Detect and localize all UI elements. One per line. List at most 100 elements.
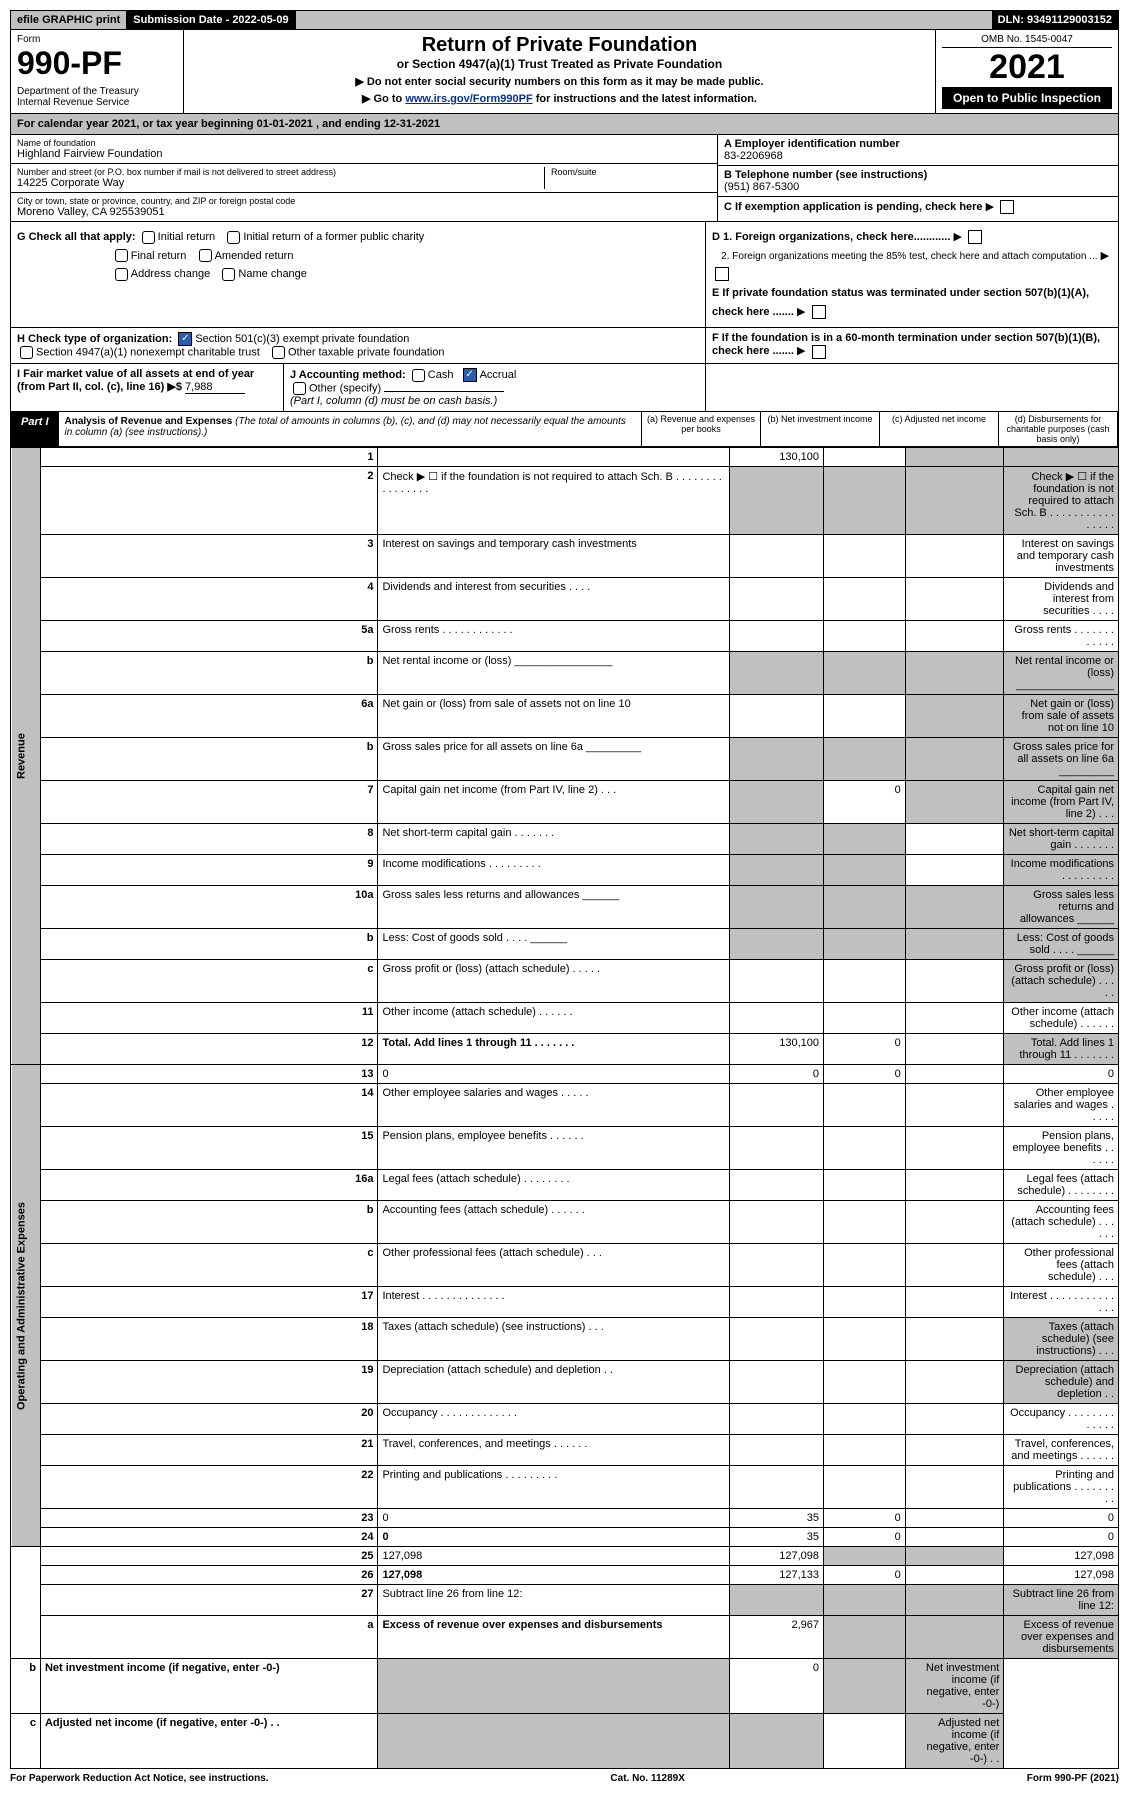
amt-c (905, 855, 1004, 886)
table-row: cGross profit or (loss) (attach schedule… (11, 960, 1119, 1003)
line-number: a (40, 1616, 377, 1659)
j-other[interactable] (293, 382, 306, 395)
amt-b (824, 929, 906, 960)
submission-date: Submission Date - 2022-05-09 (127, 11, 295, 29)
amt-a (730, 1201, 824, 1244)
line-desc: Net rental income or (loss) ____________… (378, 652, 730, 695)
line-number: 10a (40, 886, 377, 929)
g-initial[interactable] (142, 231, 155, 244)
g-initial-former[interactable] (227, 231, 240, 244)
h-other[interactable] (272, 346, 285, 359)
line-desc (378, 448, 730, 467)
amt-b: 0 (824, 1509, 906, 1528)
j-cash[interactable] (412, 369, 425, 382)
e-checkbox[interactable] (812, 305, 826, 319)
line-number: c (40, 960, 377, 1003)
amt-b (824, 1170, 906, 1201)
table-row: 15Pension plans, employee benefits . . .… (11, 1127, 1119, 1170)
irs-link[interactable]: www.irs.gov/Form990PF (405, 93, 532, 105)
amt-c (905, 1084, 1004, 1127)
g-name[interactable] (222, 268, 235, 281)
g-address[interactable] (115, 268, 128, 281)
amt-b (824, 855, 906, 886)
c-checkbox[interactable] (1000, 200, 1014, 214)
amt-c (905, 824, 1004, 855)
g-d-row: G Check all that apply: Initial return I… (10, 222, 1119, 328)
line-number: c (11, 1714, 41, 1769)
amt-a (730, 824, 824, 855)
amt-d: Occupancy . . . . . . . . . . . . . (1004, 1404, 1119, 1435)
line-desc: Excess of revenue over expenses and disb… (378, 1616, 730, 1659)
line-desc: Interest on savings and temporary cash i… (378, 535, 730, 578)
line-number: b (40, 1201, 377, 1244)
line-number: 25 (40, 1547, 377, 1566)
line-number: 26 (40, 1566, 377, 1585)
amt-a: 127,133 (730, 1566, 824, 1585)
line-desc: Net short-term capital gain . . . . . . … (378, 824, 730, 855)
f-checkbox[interactable] (812, 345, 826, 359)
amt-b (824, 621, 906, 652)
line-number: 6a (40, 695, 377, 738)
table-row: 27Subtract line 26 from line 12:Subtract… (11, 1585, 1119, 1616)
amt-d: Capital gain net income (from Part IV, l… (1004, 781, 1119, 824)
dept: Department of the Treasury Internal Reve… (17, 86, 177, 108)
amt-d: Pension plans, employee benefits . . . .… (1004, 1127, 1119, 1170)
amt-a: 35 (730, 1528, 824, 1547)
table-row: bGross sales price for all assets on lin… (11, 738, 1119, 781)
amt-b (824, 448, 906, 467)
amt-b (824, 1084, 906, 1127)
spacer (296, 11, 992, 29)
amt-b (824, 1318, 906, 1361)
form-subtitle: or Section 4947(a)(1) Trust Treated as P… (190, 57, 929, 71)
amt-c (905, 578, 1004, 621)
amt-a: 130,100 (730, 448, 824, 467)
line-desc: Gross profit or (loss) (attach schedule)… (378, 960, 730, 1003)
h-501c3[interactable]: ✓ (178, 332, 192, 346)
amt-b (824, 960, 906, 1003)
line-desc: Net investment income (if negative, ente… (40, 1659, 377, 1714)
amt-a (730, 960, 824, 1003)
amt-a (730, 1127, 824, 1170)
col-b: (b) Net investment income (760, 412, 879, 446)
amt-a (730, 467, 824, 535)
col-c: (c) Adjusted net income (879, 412, 998, 446)
line-desc: Subtract line 26 from line 12: (378, 1585, 730, 1616)
amt-c (905, 1287, 1004, 1318)
amt-a (730, 1287, 824, 1318)
table-row: 19Depreciation (attach schedule) and dep… (11, 1361, 1119, 1404)
table-row: 9Income modifications . . . . . . . . .I… (11, 855, 1119, 886)
h-f-row: H Check type of organization: ✓Section 5… (10, 328, 1119, 364)
d1-checkbox[interactable] (968, 230, 982, 244)
table-row: Revenue1130,100 (11, 448, 1119, 467)
amt-c (905, 1547, 1004, 1566)
g-final[interactable] (115, 249, 128, 262)
amt-b (824, 467, 906, 535)
amt-b: 0 (824, 1528, 906, 1547)
amt-d: Net short-term capital gain . . . . . . … (1004, 824, 1119, 855)
phone-cell: B Telephone number (see instructions) (9… (718, 166, 1118, 197)
g-amended[interactable] (199, 249, 212, 262)
line-number: 23 (40, 1509, 377, 1528)
table-row: 26127,098127,1330127,098 (11, 1566, 1119, 1585)
amt-d: 0 (1004, 1509, 1119, 1528)
amt-d: Gross sales less returns and allowances … (1004, 886, 1119, 929)
amt-a (730, 1466, 824, 1509)
amt-c (905, 1244, 1004, 1287)
line-number: 3 (40, 535, 377, 578)
amt-a: 0 (730, 1065, 824, 1084)
amt-c (905, 1616, 1004, 1659)
h-4947[interactable] (20, 346, 33, 359)
amt-b (730, 1714, 824, 1769)
amt-c (905, 1585, 1004, 1616)
tax-year: 2021 (942, 48, 1112, 87)
line-desc: Depreciation (attach schedule) and deple… (378, 1361, 730, 1404)
table-row: cOther professional fees (attach schedul… (11, 1244, 1119, 1287)
line-desc: Travel, conferences, and meetings . . . … (378, 1435, 730, 1466)
j-accrual[interactable]: ✓ (463, 368, 477, 382)
footer-right: Form 990-PF (2021) (1027, 1773, 1119, 1784)
h-block: H Check type of organization: ✓Section 5… (11, 328, 706, 363)
amt-b (824, 695, 906, 738)
amt-b (824, 1361, 906, 1404)
table-row: bNet investment income (if negative, ent… (11, 1659, 1119, 1714)
d2-checkbox[interactable] (715, 267, 729, 281)
